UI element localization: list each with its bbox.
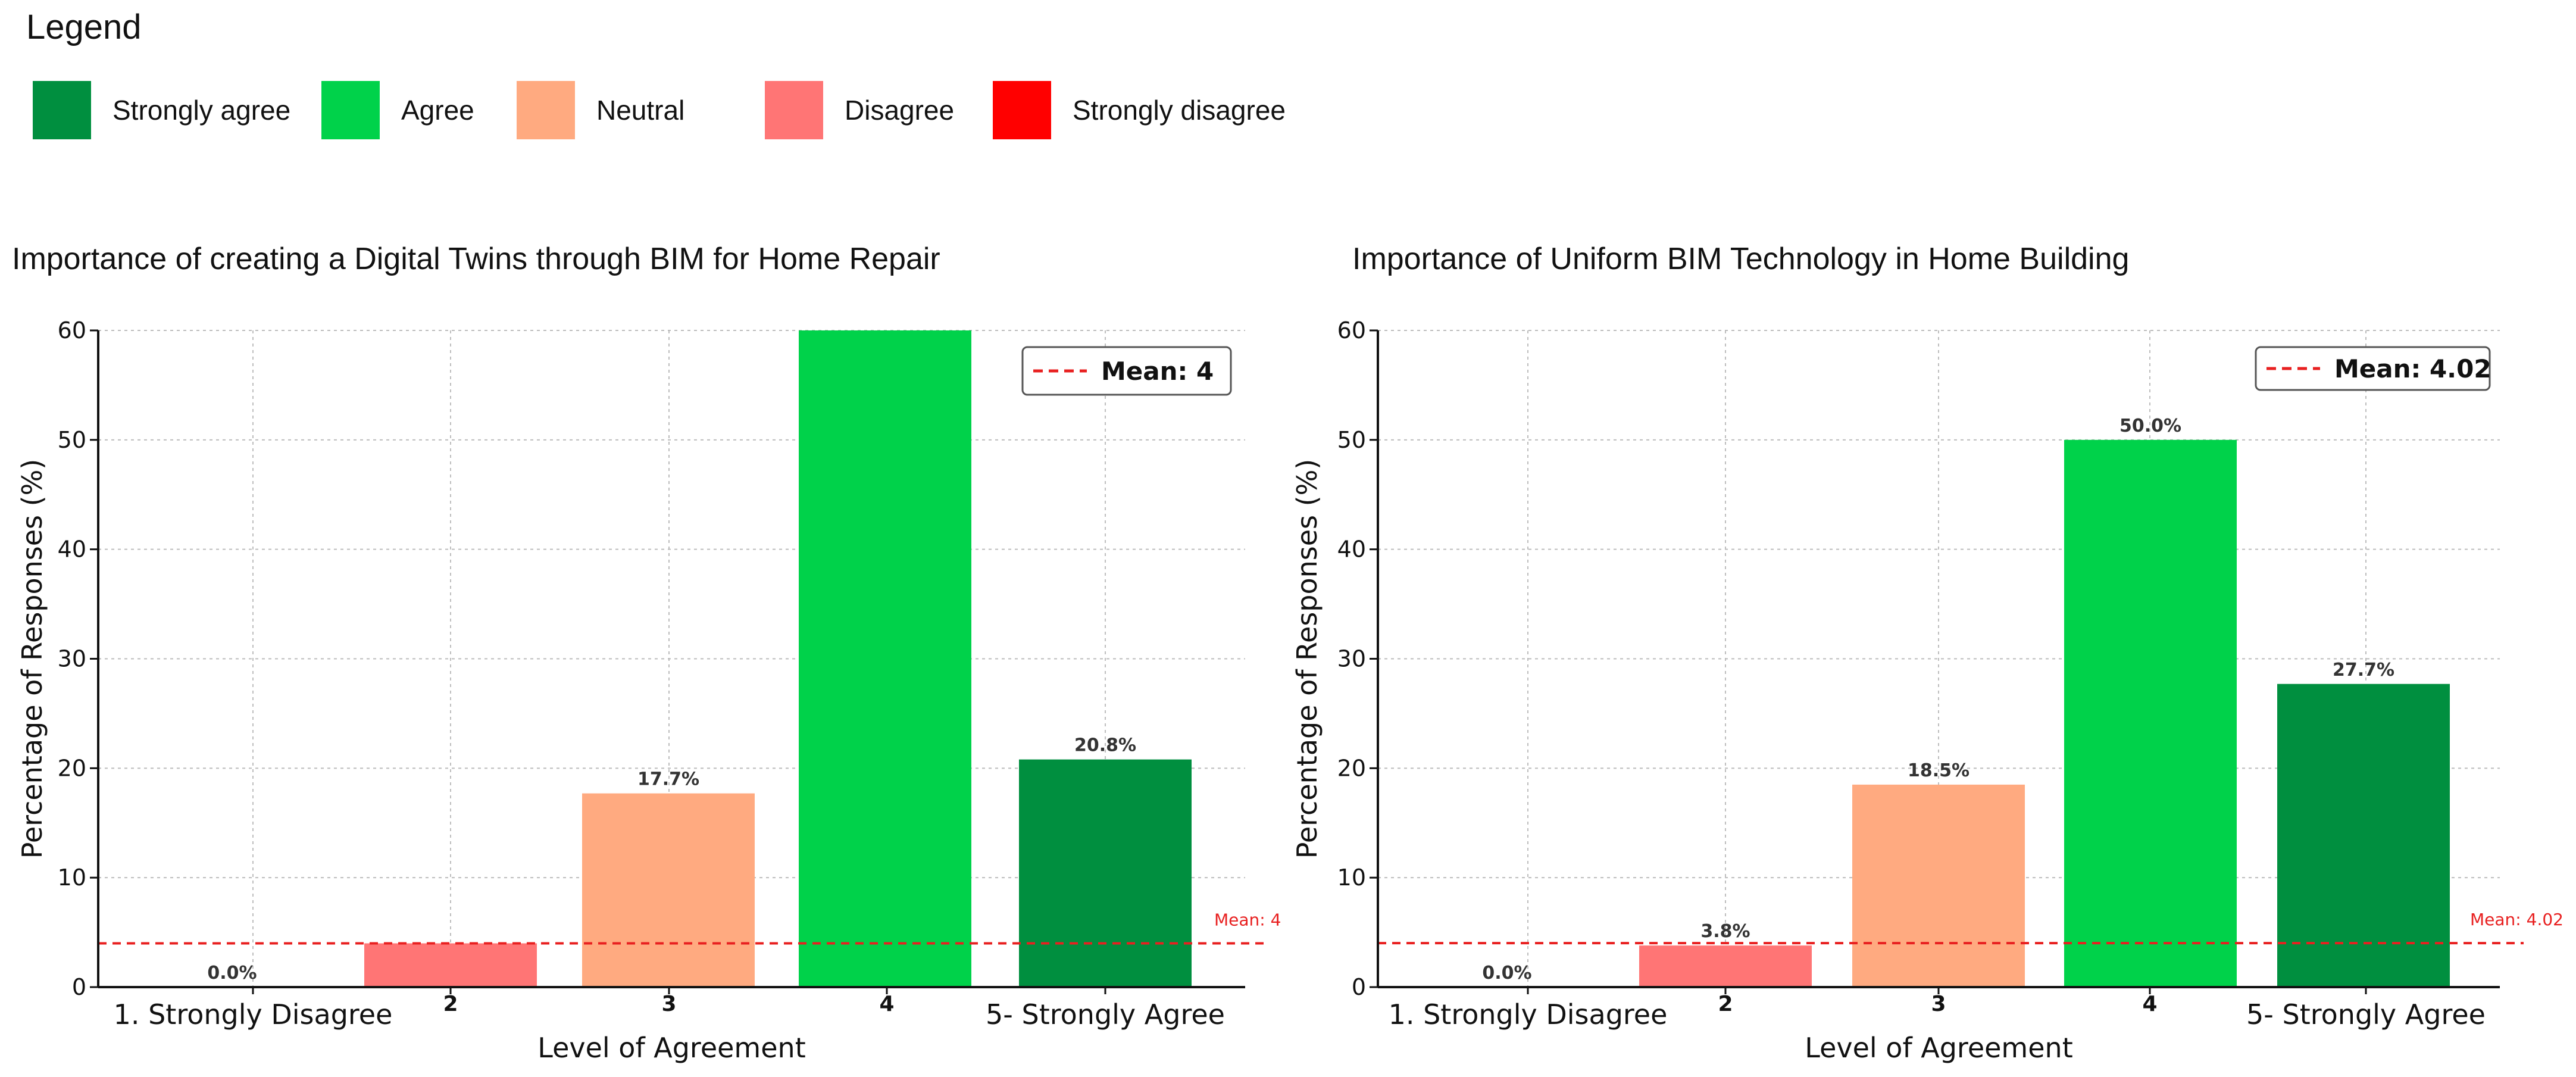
legend-swatch	[321, 81, 380, 139]
value-label: 50.0%	[2119, 416, 2181, 436]
y-tick-label: 10	[1337, 864, 1366, 891]
x-tick-label: 3	[661, 992, 676, 1016]
legend-item-agree: Agree	[321, 81, 474, 139]
legend-label: Strongly agree	[112, 95, 291, 126]
y-tick-label: 50	[1337, 427, 1366, 453]
mean-legend-box	[2255, 346, 2491, 391]
legend-title: Legend	[26, 8, 142, 46]
y-axis-title: Percentage of Responses (%)	[1291, 459, 1323, 859]
legend-item-strongly-agree: Strongly agree	[33, 81, 290, 139]
value-label: 0.0%	[1482, 963, 1531, 984]
y-tick-label: 30	[58, 646, 86, 672]
chart-title: Importance of creating a Digital Twins t…	[12, 242, 940, 276]
legend-label: Strongly disagree	[1073, 95, 1286, 126]
bar	[1019, 759, 1192, 987]
bar	[1639, 945, 1812, 987]
y-tick-label: 40	[1337, 536, 1366, 563]
value-label: 27.7%	[2333, 660, 2394, 680]
x-tick-label: 1. Strongly Disagree	[114, 998, 393, 1031]
bar	[1852, 784, 2025, 987]
y-tick-label: 40	[58, 536, 86, 563]
y-tick-label: 0	[1352, 974, 1366, 1000]
legend-label: Agree	[401, 95, 474, 126]
y-tick-label: 50	[58, 427, 86, 453]
legend-item-strongly-disagree: Strongly disagree	[993, 81, 1286, 139]
legend-label: Disagree	[845, 95, 955, 126]
chart-title: Importance of Uniform BIM Technology in …	[1352, 242, 2130, 276]
mean-label: Mean: 4	[1214, 910, 1281, 929]
value-label: 0.0%	[207, 963, 257, 984]
y-tick-label: 0	[72, 974, 86, 1000]
value-label: 18.5%	[1908, 760, 1969, 781]
bar	[582, 793, 755, 987]
y-tick-label: 20	[58, 755, 86, 781]
legend-label: Neutral	[596, 95, 685, 126]
mean-legend-box	[1021, 346, 1232, 396]
x-tick-label: 4	[2142, 992, 2157, 1016]
y-tick-label: 60	[58, 317, 86, 344]
mean-legend-label: Mean: 4	[1101, 357, 1214, 386]
mean-label: Mean: 4.02	[2470, 910, 2564, 929]
x-tick-label: 3	[1931, 992, 1946, 1016]
x-axis-title: Level of Agreement	[1805, 1032, 2072, 1064]
x-tick-label: 4	[879, 992, 894, 1016]
bar	[2277, 683, 2450, 987]
legend-item-disagree: Disagree	[765, 81, 954, 139]
bar	[799, 330, 971, 987]
value-label: 20.8%	[1074, 735, 1136, 756]
x-tick-label: 2	[1718, 992, 1733, 1016]
x-axis-title: Level of Agreement	[537, 1032, 805, 1064]
value-label: 17.7%	[637, 769, 699, 790]
mean-legend-label: Mean: 4.02	[2334, 354, 2491, 383]
legend-swatch	[517, 81, 575, 139]
bar	[364, 943, 537, 987]
y-tick-label: 60	[1337, 317, 1366, 344]
y-tick-label: 20	[1337, 755, 1366, 781]
legend-swatch	[33, 81, 91, 139]
x-tick-label: 5- Strongly Agree	[2246, 998, 2486, 1031]
legend-swatch	[765, 81, 823, 139]
legend: Legend Strongly agree Agree Neutral Disa…	[0, 0, 2576, 179]
y-tick-label: 30	[1337, 646, 1366, 672]
bar	[2064, 439, 2237, 987]
y-tick-label: 10	[58, 864, 86, 891]
x-tick-label: 2	[443, 992, 458, 1016]
value-label: 3.8%	[1700, 921, 1750, 942]
legend-item-neutral: Neutral	[517, 81, 684, 139]
y-axis-title: Percentage of Responses (%)	[16, 459, 48, 859]
x-tick-label: 1. Strongly Disagree	[1389, 998, 1668, 1031]
legend-swatch	[993, 81, 1051, 139]
x-tick-label: 5- Strongly Agree	[986, 998, 1225, 1031]
